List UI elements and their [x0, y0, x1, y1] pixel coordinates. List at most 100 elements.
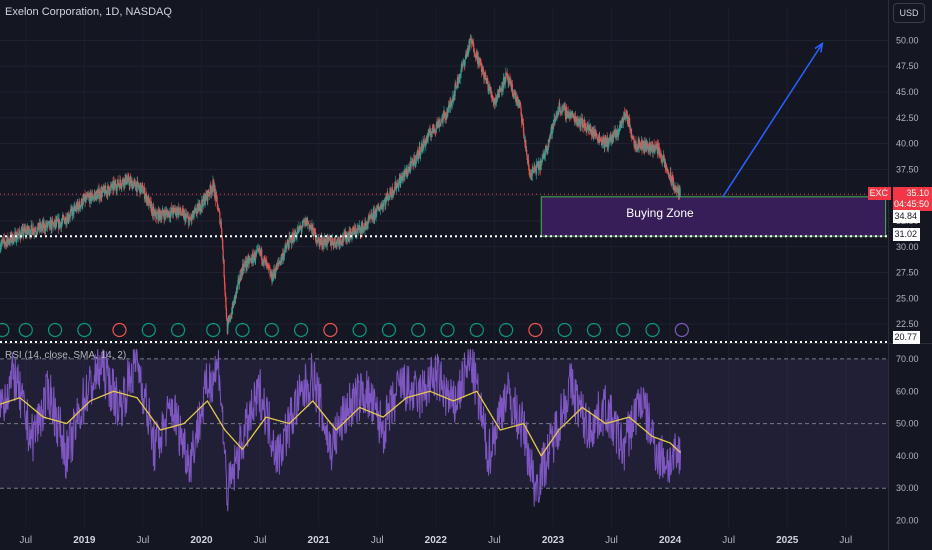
price-candle [247, 257, 249, 265]
price-candle [607, 141, 610, 147]
price-candle [350, 228, 352, 234]
price-candle [612, 136, 614, 140]
price-candle [290, 237, 293, 244]
price-candle [158, 209, 161, 221]
price-tick-label: 45.00 [896, 87, 919, 97]
earnings-marker-icon [18, 322, 33, 338]
earnings-marker-icon [469, 322, 484, 338]
price-candle [415, 163, 417, 165]
price-candle [593, 131, 595, 136]
price-candle [288, 236, 290, 248]
price-candle [397, 187, 400, 189]
price-candle [180, 212, 182, 214]
time-tick-label: 2019 [73, 535, 96, 546]
price-candle [2, 239, 4, 242]
price-candle [540, 162, 543, 164]
price-candle [119, 179, 121, 189]
price-candle [505, 72, 507, 74]
price-candle [528, 170, 531, 175]
projection-arrow-head [814, 41, 824, 53]
price-candle [385, 196, 387, 205]
price-candle [233, 297, 235, 306]
price-candle [541, 157, 544, 159]
price-candle [513, 97, 515, 99]
price-candle [224, 292, 227, 297]
price-candle [316, 240, 318, 242]
price-candle [534, 168, 537, 170]
price-candle [495, 96, 498, 103]
price-candle [201, 200, 203, 204]
price-candle [137, 181, 139, 183]
price-candle [284, 246, 286, 252]
price-candle [671, 176, 673, 186]
rsi-tick-label: 50.00 [896, 419, 919, 429]
price-candle [70, 207, 73, 211]
price-candle [455, 86, 458, 89]
rsi-ma-line [0, 390, 682, 457]
price-candle [51, 219, 53, 230]
price-candle [70, 209, 72, 213]
earnings-marker-icon [498, 322, 514, 338]
price-candle [383, 201, 385, 207]
price-candle [396, 183, 398, 188]
price-candle [240, 269, 242, 280]
price-candle [498, 88, 500, 98]
price-candle [428, 129, 430, 136]
price-candle [269, 269, 271, 276]
buying-zone-box [540, 196, 887, 237]
price-candle [377, 205, 379, 209]
price-candle [639, 143, 641, 146]
price-candle [296, 232, 298, 238]
price-candle [616, 131, 618, 137]
price-candle [474, 56, 477, 58]
price-candle [624, 115, 626, 117]
price-candle [558, 106, 560, 115]
price-candle [77, 202, 79, 206]
price-candle [235, 292, 237, 300]
price-candle [238, 282, 241, 285]
price-candle [586, 127, 588, 132]
price-candle [335, 241, 338, 248]
price-candle [578, 120, 580, 124]
price-candle [309, 226, 311, 229]
price-candle [261, 249, 263, 261]
price-candle [159, 209, 161, 214]
price-candle [209, 184, 212, 189]
price-candle [431, 128, 433, 132]
price-candle [531, 168, 533, 176]
price-candle [137, 181, 139, 186]
price-candle [345, 239, 347, 242]
price-candle [575, 118, 578, 123]
price-candle [604, 137, 606, 139]
price-candle [613, 135, 615, 139]
price-candle [223, 276, 226, 285]
currency-button[interactable]: USD [893, 3, 925, 23]
price-candle [419, 154, 421, 157]
price-candle [458, 78, 460, 83]
price-candle [675, 189, 678, 193]
price-candle [107, 185, 109, 196]
price-candle [152, 207, 154, 216]
price-tick-label: 22.50 [896, 319, 919, 329]
price-candle [46, 222, 48, 228]
price-candle [224, 284, 226, 293]
price-candle [213, 181, 215, 193]
price-candle [630, 128, 632, 133]
price-candle [237, 280, 239, 285]
price-candle [505, 72, 507, 82]
price-candle [511, 83, 513, 93]
price-candle [604, 137, 606, 149]
price-candle [433, 129, 435, 132]
price-candle [354, 227, 356, 235]
price-candle [156, 213, 158, 214]
time-tick-label: 2025 [776, 535, 799, 546]
price-candle [581, 117, 584, 128]
price-candle [203, 196, 206, 205]
price-candle [26, 231, 28, 235]
price-candle [621, 118, 623, 128]
price-candle [402, 172, 405, 178]
price-candle [661, 160, 664, 163]
price-candle [35, 231, 37, 233]
price-candle [601, 142, 603, 146]
